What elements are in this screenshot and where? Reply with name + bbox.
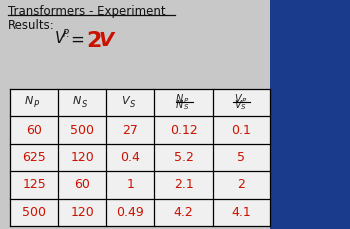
Text: 625: 625 bbox=[22, 151, 46, 164]
Text: 5: 5 bbox=[237, 151, 245, 164]
Text: 0.4: 0.4 bbox=[120, 151, 140, 164]
Bar bbox=[270, 0, 350, 229]
Text: V: V bbox=[122, 96, 129, 106]
Text: 2.1: 2.1 bbox=[174, 178, 194, 191]
Text: 60: 60 bbox=[74, 178, 90, 191]
Text: V: V bbox=[99, 31, 114, 50]
Text: S: S bbox=[241, 104, 246, 110]
Text: 120: 120 bbox=[70, 206, 94, 219]
Text: 500: 500 bbox=[70, 124, 94, 137]
Text: 1: 1 bbox=[126, 178, 134, 191]
Text: N: N bbox=[73, 96, 81, 106]
Text: 4.1: 4.1 bbox=[232, 206, 251, 219]
Text: 27: 27 bbox=[122, 124, 138, 137]
Text: N: N bbox=[25, 96, 33, 106]
Text: Results:: Results: bbox=[8, 19, 55, 32]
Text: 0.12: 0.12 bbox=[170, 124, 197, 137]
Text: 120: 120 bbox=[70, 151, 94, 164]
Text: 60: 60 bbox=[26, 124, 42, 137]
Text: 0.1: 0.1 bbox=[231, 124, 251, 137]
Text: 0.49: 0.49 bbox=[116, 206, 144, 219]
Text: =: = bbox=[71, 31, 90, 49]
Text: S: S bbox=[183, 104, 188, 110]
Text: 4.2: 4.2 bbox=[174, 206, 194, 219]
Text: 5.2: 5.2 bbox=[174, 151, 194, 164]
Text: V: V bbox=[234, 100, 240, 110]
Text: V: V bbox=[234, 94, 240, 104]
Text: N: N bbox=[175, 100, 183, 110]
Text: P: P bbox=[241, 98, 246, 104]
Text: N: N bbox=[175, 94, 183, 104]
Text: P: P bbox=[34, 100, 39, 109]
Text: S: S bbox=[130, 100, 136, 109]
Text: 2: 2 bbox=[237, 178, 245, 191]
Text: 500: 500 bbox=[22, 206, 46, 219]
Text: 2: 2 bbox=[86, 31, 101, 51]
Text: P.: P. bbox=[63, 29, 71, 39]
Text: S: S bbox=[82, 100, 88, 109]
Bar bbox=[10, 89, 270, 226]
Text: 125: 125 bbox=[22, 178, 46, 191]
Text: Transformers - Experiment: Transformers - Experiment bbox=[8, 5, 166, 18]
Text: P: P bbox=[183, 98, 188, 104]
Text: V: V bbox=[55, 31, 65, 46]
